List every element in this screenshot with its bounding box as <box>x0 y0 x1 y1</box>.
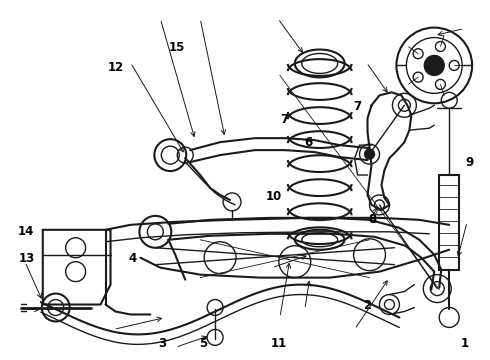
Text: 8: 8 <box>368 213 376 226</box>
Text: 10: 10 <box>266 190 282 203</box>
Text: 11: 11 <box>271 337 287 350</box>
Text: 4: 4 <box>128 252 137 265</box>
Circle shape <box>365 149 374 159</box>
Text: 2: 2 <box>363 299 371 312</box>
Text: 14: 14 <box>18 225 34 238</box>
Circle shape <box>424 55 444 75</box>
Text: 7: 7 <box>353 100 361 113</box>
Text: 1: 1 <box>461 337 469 350</box>
Text: 15: 15 <box>169 41 185 54</box>
Text: 9: 9 <box>466 156 474 168</box>
Text: 12: 12 <box>107 60 124 73</box>
Text: 6: 6 <box>304 136 313 149</box>
Text: 7: 7 <box>280 113 288 126</box>
Text: 5: 5 <box>199 337 208 350</box>
Text: 3: 3 <box>158 337 166 350</box>
Text: 13: 13 <box>18 252 34 265</box>
